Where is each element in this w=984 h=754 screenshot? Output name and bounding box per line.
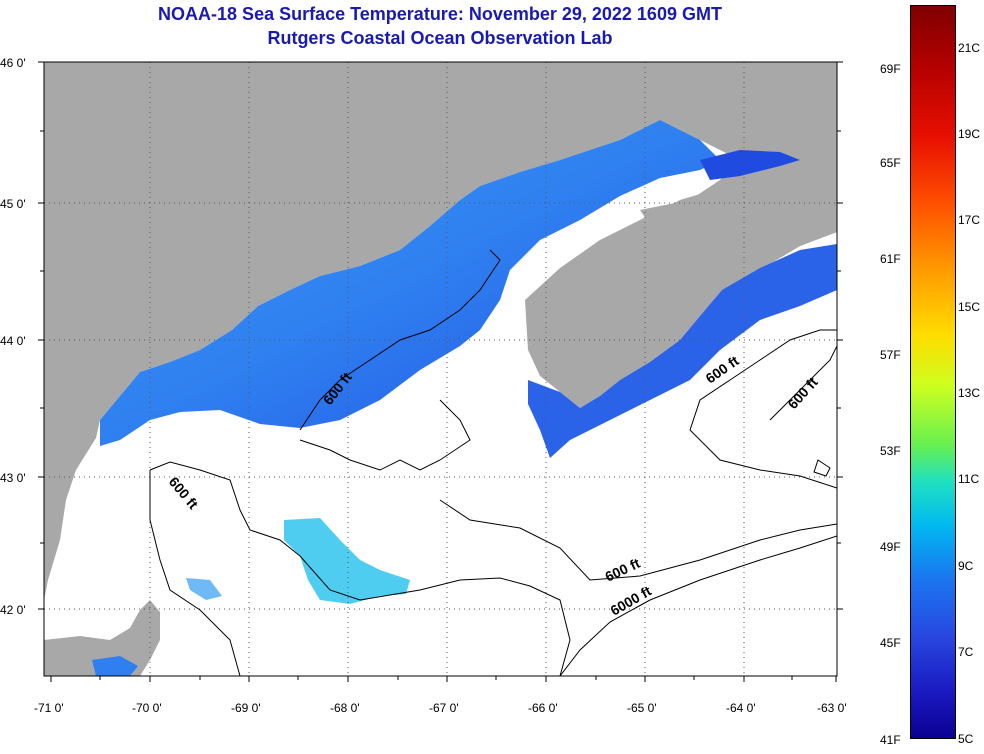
lat-axis-ticks — [38, 61, 843, 610]
lon-label-63: -63 0' — [817, 701, 847, 715]
lon-label-69: -69 0' — [231, 701, 261, 715]
lat-label-43: 43 0' — [0, 471, 26, 485]
colorbar-c-21: 21C — [958, 41, 981, 55]
colorbar-c-11: 11C — [958, 472, 980, 486]
land-cape-cod — [44, 600, 160, 676]
colorbar-c-7: 7C — [958, 645, 974, 659]
sst-map: 600 ft 600 ft 600 ft 600 ft 600 ft 6000 … — [0, 56, 847, 715]
lon-label-66: -66 0' — [528, 701, 558, 715]
sst-water-bay — [700, 150, 800, 180]
colorbar-f-53: 53F — [880, 444, 901, 458]
lon-axis-ticks — [50, 676, 837, 682]
map-title: NOAA-18 Sea Surface Temperature: Novembe… — [158, 4, 722, 24]
colorbar-c-17: 17C — [958, 213, 981, 227]
lon-label-68: -68 0' — [330, 701, 360, 715]
lon-label-71: -71 0' — [34, 701, 64, 715]
sst-water-patch-south — [186, 578, 222, 600]
colorbar-c-15: 15C — [958, 300, 981, 314]
lat-label-42: 42 0' — [0, 603, 26, 617]
land-mainland — [44, 62, 837, 600]
colorbar-f-65: 65F — [880, 156, 901, 170]
lat-label-45: 45 0' — [0, 197, 26, 211]
sst-water-cyan-patch — [284, 518, 410, 604]
sst-water-main — [100, 120, 720, 446]
lon-label-64: -64 0' — [726, 701, 756, 715]
colorbar-f-57: 57F — [880, 348, 901, 362]
plot-frame — [43, 61, 838, 677]
lon-label-65: -65 0' — [627, 701, 657, 715]
sst-water-ns-shelf — [528, 244, 837, 458]
lon-label-67: -67 0' — [429, 701, 459, 715]
lon-label-70: -70 0' — [132, 701, 162, 715]
colorbar-c-9: 9C — [958, 559, 974, 573]
colorbar-f-45: 45F — [880, 636, 901, 650]
lat-label-46: 46 0' — [0, 56, 26, 70]
land-nova-scotia — [525, 150, 837, 408]
sst-water-patch-cape — [92, 656, 138, 676]
colorbar-f-69: 69F — [880, 62, 901, 76]
colorbar-f-49: 49F — [880, 540, 901, 554]
colorbar-c-19: 19C — [958, 127, 981, 141]
lat-label-44: 44 0' — [0, 334, 26, 348]
colorbar-c-5: 5C — [958, 732, 974, 746]
colorbar-f-61: 61F — [880, 252, 901, 266]
bathymetry-contours — [149, 249, 837, 676]
colorbar-c-13: 13C — [958, 386, 981, 400]
colorbar-f-41: 41F — [880, 733, 901, 747]
map-subtitle: Rutgers Coastal Ocean Observation Lab — [267, 28, 613, 48]
temperature-colorbar — [910, 5, 956, 739]
graticule — [44, 62, 837, 676]
